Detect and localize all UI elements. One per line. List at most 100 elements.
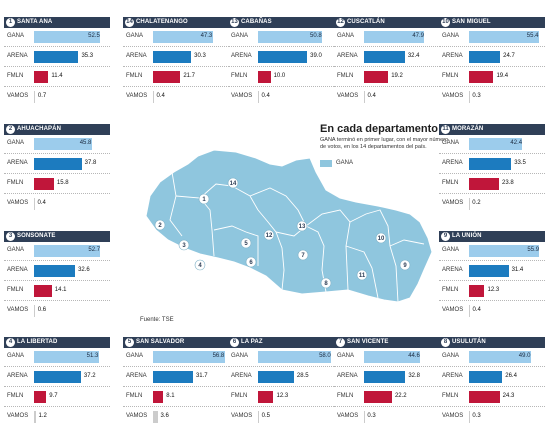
party-row: FMLN 19.4 xyxy=(439,70,545,83)
row-divider xyxy=(4,386,110,387)
party-row: GANA 55.4 xyxy=(439,30,545,43)
vote-value: 31.7 xyxy=(195,373,208,379)
legend-label-gana: GANA xyxy=(336,160,354,166)
party-row: VAMOS 0.2 xyxy=(439,197,545,210)
row-divider xyxy=(439,386,545,387)
party-label: ARENA xyxy=(442,53,463,59)
row-divider xyxy=(439,173,545,174)
party-label: ARENA xyxy=(442,267,463,273)
vote-value: 14.1 xyxy=(54,287,67,293)
department-chart: 9 La Unión GANA 55.9 ARENA 31.4 FMLN 12.3 VAMOS 0… xyxy=(439,231,545,327)
row-divider xyxy=(439,153,545,154)
vote-value: 0.4 xyxy=(261,93,270,99)
vote-value: 45.8 xyxy=(79,140,92,146)
party-label: ARENA xyxy=(337,53,358,59)
party-label: GANA xyxy=(231,353,249,359)
vote-bar xyxy=(34,31,101,43)
party-row: ARENA 32.4 xyxy=(334,50,440,63)
party-label: GANA xyxy=(442,353,460,359)
map-border xyxy=(169,171,183,237)
department-header: 1 Santa Ana xyxy=(4,17,110,28)
map-marker: 7 xyxy=(297,249,309,261)
vote-bar xyxy=(153,411,158,423)
party-row: ARENA 31.4 xyxy=(439,264,545,277)
department-number: 7 xyxy=(336,338,345,347)
vote-value: 55.9 xyxy=(527,247,540,253)
vote-bar xyxy=(469,305,470,317)
party-row: ARENA 33.5 xyxy=(439,157,545,170)
map-marker: 12 xyxy=(263,229,275,241)
row-divider xyxy=(228,386,334,387)
map-border xyxy=(349,209,399,303)
party-label: VAMOS xyxy=(126,93,148,99)
vote-bar xyxy=(34,91,35,103)
vote-value: 55.4 xyxy=(526,33,539,39)
party-row: FMLN 23.8 xyxy=(439,177,545,190)
party-row: VAMOS 0.4 xyxy=(123,90,229,103)
row-divider xyxy=(334,386,440,387)
party-label: VAMOS xyxy=(7,200,29,206)
party-label: GANA xyxy=(7,353,25,359)
party-label: ARENA xyxy=(7,373,28,379)
map-marker: 10 xyxy=(375,232,387,244)
vote-bar xyxy=(34,411,36,423)
vote-bar xyxy=(364,371,406,383)
department-header: 10 San Miguel xyxy=(439,17,545,28)
vote-bar xyxy=(364,71,389,83)
vote-bar xyxy=(469,138,523,150)
party-row: FMLN 15.8 xyxy=(4,177,110,190)
party-label: GANA xyxy=(7,140,25,146)
map-border xyxy=(389,239,425,247)
party-label: GANA xyxy=(126,353,144,359)
row-divider xyxy=(4,66,110,67)
row-divider xyxy=(439,406,545,407)
party-row: GANA 52.7 xyxy=(4,244,110,257)
vote-value: 10.0 xyxy=(273,73,286,79)
vote-value: 19.4 xyxy=(496,73,509,79)
party-label: ARENA xyxy=(442,373,463,379)
party-row: GANA 52.5 xyxy=(4,30,110,43)
vote-value: 58.0 xyxy=(319,353,331,359)
party-row: VAMOS 0.5 xyxy=(228,410,334,423)
vote-value: 44.6 xyxy=(408,353,420,359)
department-chart: 3 Sonsonate GANA 52.7 ARENA 32.6 FMLN 14.1 VAMOS… xyxy=(4,231,110,327)
map-marker-label: 6 xyxy=(249,260,253,266)
vote-value: 23.8 xyxy=(501,180,514,186)
party-label: GANA xyxy=(126,33,144,39)
vote-value: 39.0 xyxy=(310,53,322,59)
vote-value: 31.4 xyxy=(511,267,524,273)
vote-value: 3.6 xyxy=(160,413,169,419)
vote-bar xyxy=(153,51,192,63)
party-label: VAMOS xyxy=(442,93,464,99)
party-row: GANA 45.8 xyxy=(4,137,110,150)
map-border xyxy=(249,187,307,227)
party-label: FMLN xyxy=(442,287,459,293)
map-marker-label: 2 xyxy=(158,223,162,229)
vote-bar xyxy=(34,198,35,210)
department-name: San Miguel xyxy=(452,19,491,25)
party-row: FMLN 21.7 xyxy=(123,70,229,83)
map-marker-label: 4 xyxy=(198,263,202,269)
vote-bar xyxy=(364,391,392,403)
vote-bar xyxy=(469,391,500,403)
row-divider xyxy=(439,300,545,301)
row-divider xyxy=(228,406,334,407)
vote-value: 0.4 xyxy=(156,93,165,99)
department-header: 14 Chalatenango xyxy=(123,17,229,28)
party-row: FMLN 11.4 xyxy=(4,70,110,83)
row-divider xyxy=(4,300,110,301)
party-label: FMLN xyxy=(7,393,24,399)
party-label: ARENA xyxy=(7,53,28,59)
vote-value: 0.5 xyxy=(261,413,270,419)
map-marker-label: 11 xyxy=(359,273,366,279)
department-number: 8 xyxy=(441,338,450,347)
party-row: VAMOS 3.6 xyxy=(123,410,229,423)
row-divider xyxy=(4,153,110,154)
vote-value: 37.8 xyxy=(84,160,97,166)
vote-bar xyxy=(153,91,154,103)
vote-bar xyxy=(34,285,52,297)
department-header: 6 La Paz xyxy=(228,337,334,348)
vote-value: 0.3 xyxy=(472,413,481,419)
party-row: VAMOS 0.3 xyxy=(439,410,545,423)
party-label: ARENA xyxy=(126,53,147,59)
